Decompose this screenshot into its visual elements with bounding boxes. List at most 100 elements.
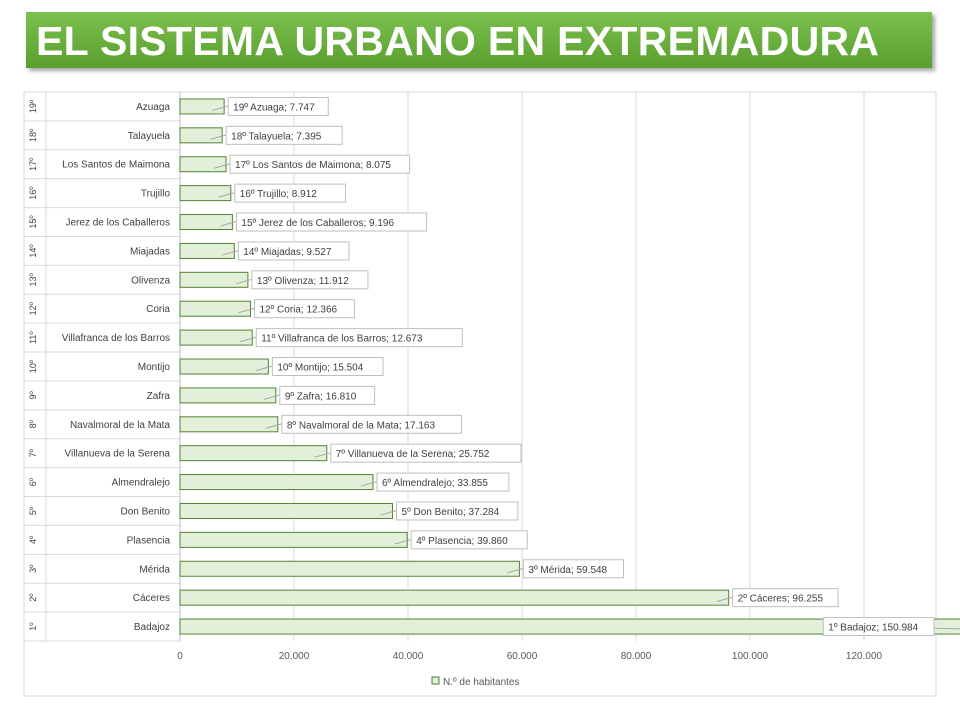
data-label-box <box>732 588 839 608</box>
data-label: 15º Jerez de los Caballeros; 9.196 <box>241 218 394 229</box>
data-label-box <box>822 617 935 637</box>
bar <box>179 589 730 606</box>
title-banner: EL SISTEMA URBANO EN EXTREMADURA <box>26 12 932 68</box>
data-label: 18º Talayuela; 7.395 <box>231 131 322 142</box>
data-label-box <box>255 328 463 348</box>
data-label: 2º Cáceres; 96.255 <box>738 594 824 605</box>
rank-label: 1º <box>28 622 38 631</box>
data-label-leader <box>395 538 414 545</box>
data-label-leader <box>212 104 231 111</box>
data-label-leader <box>235 278 255 285</box>
category-label: Mérida <box>139 564 170 575</box>
data-label: 13º Olivenza; 11.912 <box>257 276 349 287</box>
rank-label: 7º <box>28 448 38 457</box>
x-tick-label: 60.000 <box>507 651 538 662</box>
bar <box>179 502 394 519</box>
data-label-leader <box>213 162 233 169</box>
category-label: Don Benito <box>121 506 171 517</box>
rank-label: 2º <box>28 593 38 602</box>
data-label-leader <box>256 365 275 371</box>
data-label-leader <box>507 567 526 574</box>
data-label-leader <box>240 336 259 343</box>
data-label-box <box>376 472 510 492</box>
data-label-leader <box>314 451 333 458</box>
legend-label: N.º de habitantes <box>443 677 519 688</box>
data-label: 17º Los Santos de Maimona; 8.075 <box>235 160 391 171</box>
bar <box>179 185 232 202</box>
rank-label: 17º <box>28 157 38 171</box>
data-label-box <box>227 96 329 116</box>
category-label: Plasencia <box>127 535 171 546</box>
data-label-box <box>235 212 428 232</box>
data-label-box <box>279 385 376 405</box>
data-label-box <box>229 154 411 174</box>
bar <box>179 387 277 404</box>
data-label-leader <box>716 596 735 603</box>
bar <box>179 156 227 173</box>
category-label: Zafra <box>147 391 171 402</box>
bar <box>179 242 235 259</box>
bar <box>179 329 253 346</box>
data-label-box <box>225 125 343 145</box>
x-tick-label: 80.000 <box>621 651 652 662</box>
data-label-leader <box>218 191 237 198</box>
bar <box>179 358 269 375</box>
data-label-box <box>396 501 519 521</box>
data-label-leader <box>265 422 284 429</box>
x-tick-label: 20.000 <box>279 651 310 662</box>
bar <box>179 127 223 144</box>
rank-label: 8º <box>28 419 38 428</box>
bar <box>179 445 328 462</box>
data-label: 5º Don Benito; 37.284 <box>402 507 500 518</box>
chart-frame <box>23 91 937 697</box>
x-tick-label: 0 <box>177 651 183 662</box>
rank-label: 10º <box>28 359 38 373</box>
bar <box>179 300 251 317</box>
data-label-leader <box>263 393 282 400</box>
data-label: 8º Navalmoral de la Mata; 17.163 <box>287 420 436 431</box>
data-label: 7º Villanueva de la Serena; 25.752 <box>336 449 490 460</box>
category-label: Montijo <box>138 362 171 373</box>
data-label-box <box>253 299 356 319</box>
rank-label: 12º <box>28 301 38 315</box>
data-label: 9º Zafra; 16.810 <box>285 391 357 402</box>
data-label-box <box>410 530 528 550</box>
rank-label: 14º <box>28 244 38 258</box>
data-label: 11º Villafranca de los Barros; 12.673 <box>261 334 423 345</box>
x-tick-label: 120.000 <box>846 651 883 662</box>
data-label-leader <box>380 509 399 516</box>
data-label-leader <box>238 307 257 314</box>
bar <box>179 416 279 433</box>
data-label-box <box>281 414 462 434</box>
data-label: 14º Miajadas; 9.527 <box>243 247 332 258</box>
rank-label: 4º <box>28 535 38 544</box>
data-label-leader <box>220 220 239 227</box>
category-label: Villafranca de los Barros <box>62 333 170 344</box>
data-label-box <box>271 357 384 376</box>
category-label: Trujillo <box>141 189 171 200</box>
category-label: Almendralejo <box>112 478 171 489</box>
bar <box>179 214 233 231</box>
data-label-box <box>522 559 625 579</box>
data-label: 19º Azuaga; 7.747 <box>233 102 315 113</box>
category-label: Navalmoral de la Mata <box>70 420 170 431</box>
legend-swatch <box>431 676 440 685</box>
data-label-leader <box>222 249 241 256</box>
data-label: 10º Montijo; 15.504 <box>277 363 363 374</box>
data-label-box <box>234 183 346 203</box>
data-label-box <box>237 241 350 261</box>
page-title: EL SISTEMA URBANO EN EXTREMADURA <box>36 18 880 64</box>
rank-label: 11º <box>28 331 38 344</box>
category-label: Jerez de los Caballeros <box>66 218 171 229</box>
rank-label: 13º <box>28 272 38 286</box>
rank-label: 6º <box>28 477 38 486</box>
bar <box>179 474 374 491</box>
bar <box>179 560 520 577</box>
rank-label: 18º <box>28 128 38 142</box>
category-label: Villanueva de la Serena <box>65 449 171 460</box>
data-label-leader <box>210 133 229 140</box>
data-label-box <box>251 270 369 290</box>
bar <box>179 531 408 548</box>
data-label: 4º Plasencia; 39.860 <box>416 536 508 547</box>
